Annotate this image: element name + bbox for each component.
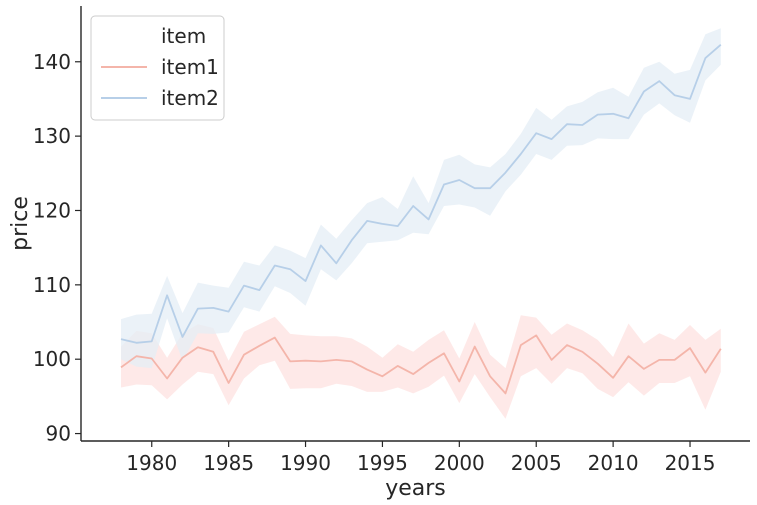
legend-label-item1: item1 <box>161 55 219 79</box>
y-axis-ticks: 90 100 110 120 130 140 <box>33 50 81 446</box>
y-tick-label: 120 <box>33 198 71 222</box>
y-tick-label: 110 <box>33 273 71 297</box>
ci-band-item1 <box>121 315 721 419</box>
series-line-item1 <box>120 334 722 395</box>
axes: 1980 1985 1990 1995 2000 2005 2010 2015 90 100 11… <box>8 6 750 501</box>
x-tick-label: 1985 <box>203 451 254 475</box>
confidence-bands <box>121 28 721 419</box>
y-axis-label: price <box>8 196 33 251</box>
x-tick-label: 2000 <box>434 451 485 475</box>
legend-items: item1 item2 <box>101 55 219 110</box>
y-tick-label: 130 <box>33 124 71 148</box>
x-tick-label: 2015 <box>665 451 716 475</box>
series-lines <box>120 44 722 395</box>
x-axis-label: years <box>385 476 446 501</box>
y-tick-label: 140 <box>33 50 71 74</box>
ci-band-item2 <box>121 28 721 369</box>
legend-label-item2: item2 <box>161 86 219 110</box>
x-tick-label: 1980 <box>126 451 177 475</box>
legend: item item1 item2 <box>90 15 225 121</box>
x-tick-label: 2005 <box>511 451 562 475</box>
x-axis-ticks: 1980 1985 1990 1995 2000 2005 2010 2015 <box>126 441 715 475</box>
y-tick-label: 100 <box>33 347 71 371</box>
x-tick-label: 1995 <box>357 451 408 475</box>
x-tick-label: 1990 <box>280 451 331 475</box>
x-tick-label: 2010 <box>588 451 639 475</box>
series-line-item2 <box>120 44 722 344</box>
y-tick-label: 90 <box>46 422 71 446</box>
legend-box <box>90 15 225 121</box>
legend-title: item <box>161 24 206 48</box>
